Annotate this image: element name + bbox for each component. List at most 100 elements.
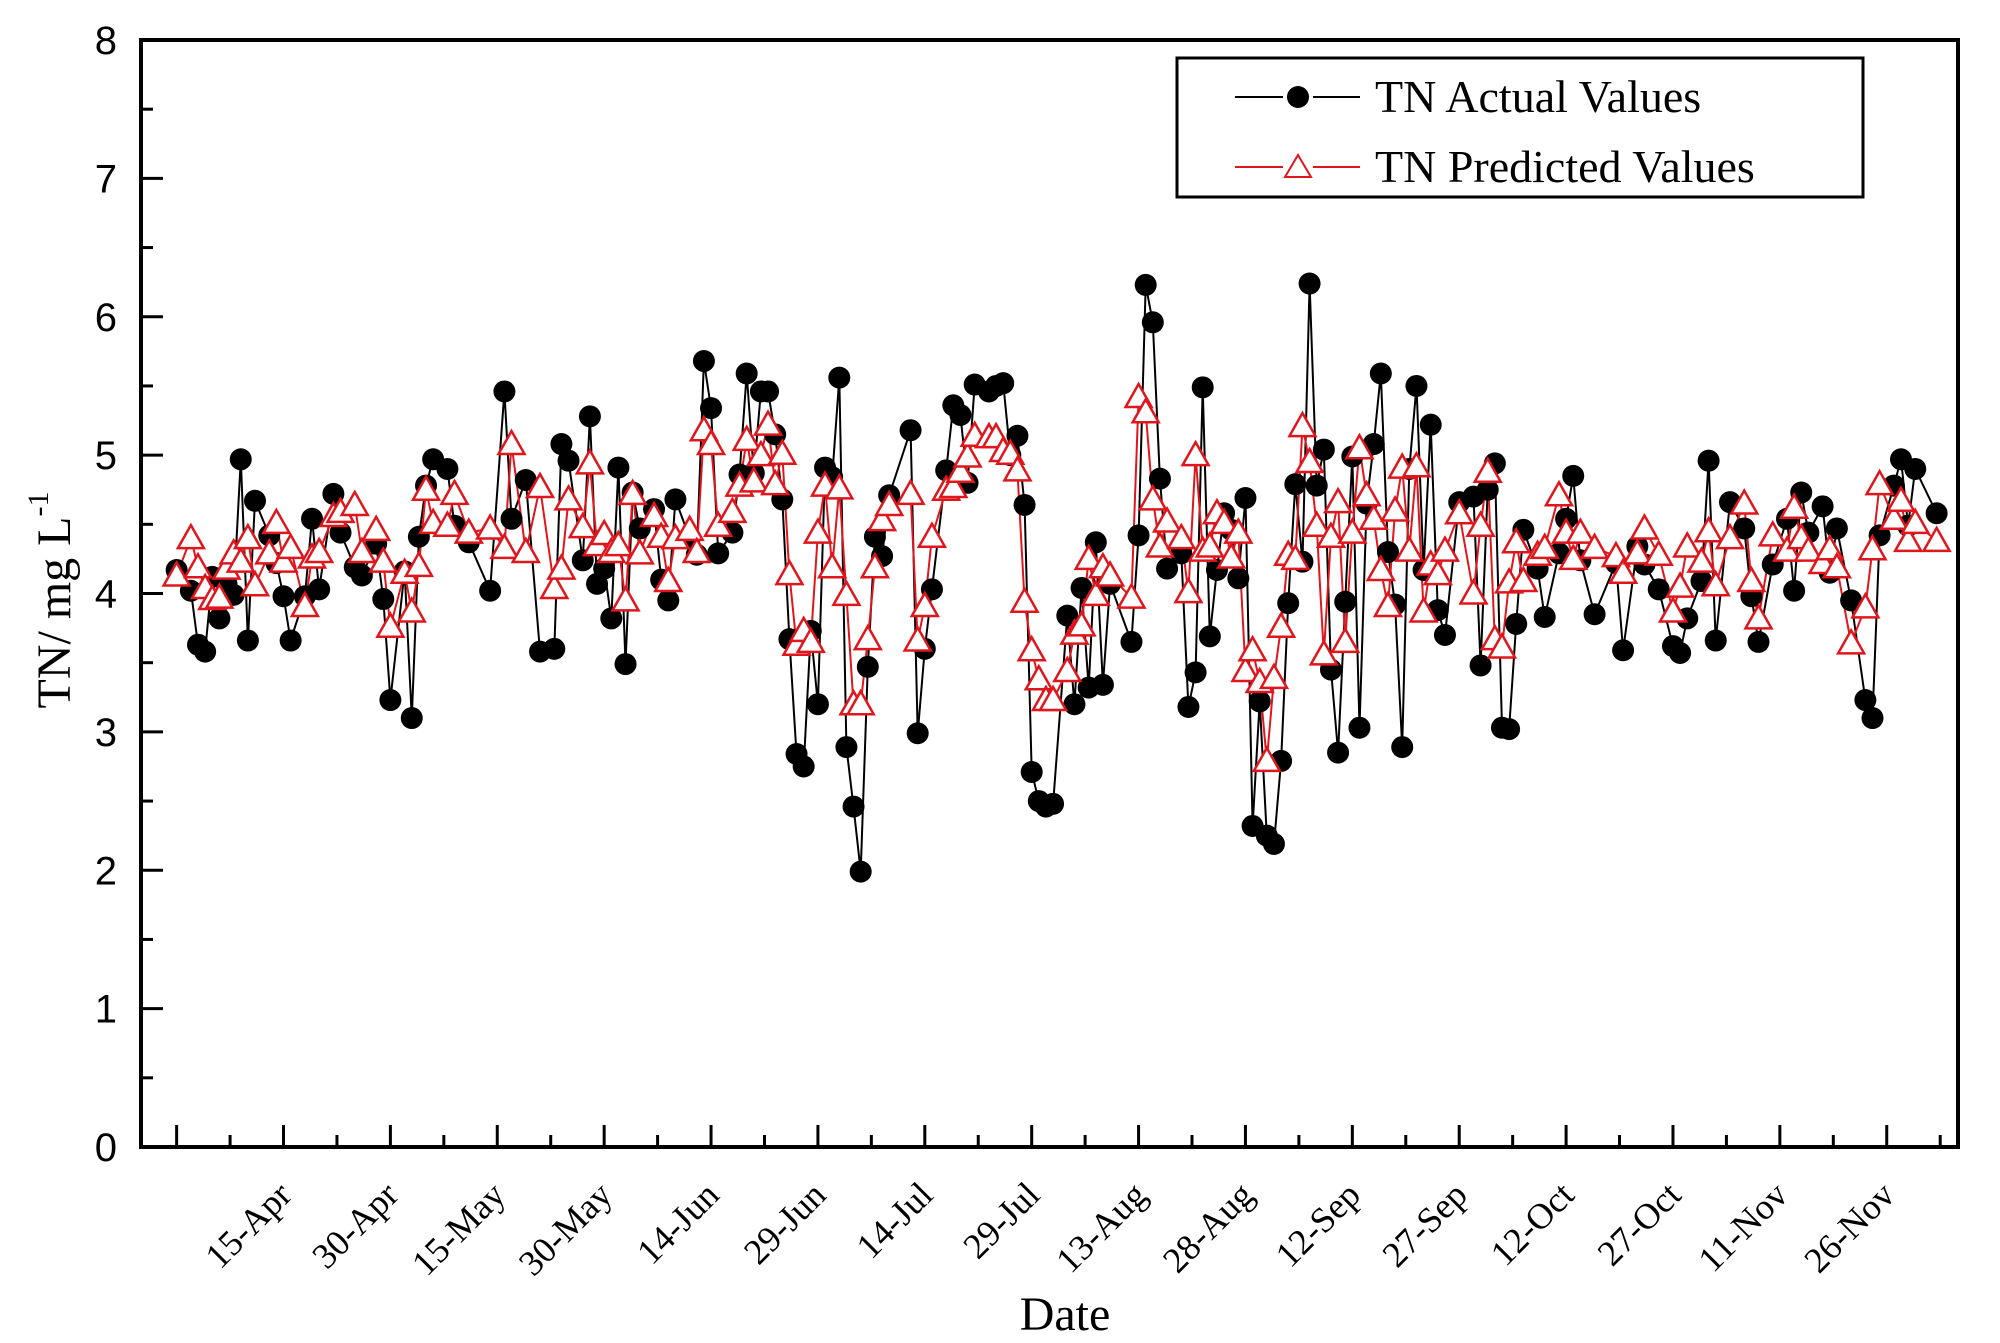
- predicted-point: [1921, 525, 1952, 553]
- predicted-point: [303, 536, 335, 564]
- actual-point: [849, 860, 872, 883]
- predicted-point: [204, 582, 235, 609]
- predicted-point: [1037, 684, 1069, 712]
- predicted-point: [1850, 591, 1881, 619]
- actual-point: [1433, 624, 1456, 647]
- predicted-point: [339, 489, 370, 517]
- y-tick-labels: 0 1 2 3 4 5 6 7 8: [95, 19, 117, 1170]
- predicted-point: [610, 584, 641, 612]
- predicted-point: [239, 569, 271, 597]
- actual-point: [657, 589, 680, 612]
- predicted-point: [1151, 506, 1183, 533]
- predicted-point: [1579, 532, 1610, 560]
- y-axis-title-superscript: -1: [22, 492, 55, 517]
- actual-point: [1583, 603, 1606, 626]
- predicted-point: [1116, 582, 1147, 609]
- predicted-point: [1422, 558, 1453, 586]
- actual-point: [614, 653, 637, 676]
- actual-point: [1141, 311, 1164, 334]
- x-tick-label: 13-Aug: [1048, 1174, 1154, 1280]
- predicted-point: [1023, 663, 1054, 691]
- actual-point: [479, 579, 502, 602]
- legend-box: [1175, 56, 1865, 199]
- actual-point: [1704, 629, 1727, 652]
- predicted-point: [1664, 571, 1696, 598]
- actual-point: [1305, 474, 1328, 497]
- predicted-point: [1878, 503, 1910, 531]
- predicted-point: [1736, 565, 1767, 593]
- x-tick-label: 30-May: [511, 1174, 620, 1283]
- x-tick-label: 11-Nov: [1690, 1174, 1795, 1279]
- predicted-point: [1743, 602, 1774, 630]
- predicted-point: [261, 507, 292, 535]
- legend-item-predicted: TN Predicted Values: [1235, 141, 1755, 192]
- y-tick-label: 1: [95, 988, 117, 1032]
- y-tick-label: 2: [95, 849, 117, 893]
- predicted-point: [1793, 535, 1824, 562]
- predicted-point: [1337, 517, 1368, 544]
- actual-point: [1505, 612, 1528, 635]
- predicted-point: [1216, 541, 1247, 569]
- predicted-point: [1821, 551, 1853, 579]
- actual-point: [1369, 362, 1392, 385]
- actual-point: [1925, 502, 1948, 525]
- predicted-point: [289, 590, 321, 618]
- actual-point: [664, 488, 687, 511]
- actual-point: [1391, 736, 1414, 759]
- predicted-point: [1543, 479, 1575, 507]
- predicted-point: [1622, 537, 1653, 565]
- predicted-point: [546, 553, 577, 580]
- predicted-point: [1408, 595, 1439, 623]
- actual-point: [1469, 654, 1492, 677]
- x-tick-label: 29-Jun: [736, 1174, 834, 1272]
- predicted-point: [774, 558, 805, 586]
- actual-point: [1134, 273, 1157, 296]
- predicted-point: [802, 517, 834, 544]
- actual-point: [493, 380, 516, 403]
- actual-point: [301, 507, 324, 530]
- actual-point: [1498, 718, 1521, 741]
- x-tick-label: 27-Sep: [1374, 1174, 1474, 1274]
- actual-point: [842, 795, 865, 818]
- predicted-point: [1885, 485, 1917, 513]
- x-tick-label: 15-Apr: [197, 1174, 299, 1276]
- actual-point: [899, 419, 922, 442]
- legend-marker-triangle-icon: [1283, 153, 1313, 178]
- predicted-point: [1401, 450, 1432, 478]
- actual-point: [856, 655, 879, 678]
- actual-point: [244, 489, 267, 512]
- predicted-point: [1486, 631, 1518, 659]
- predicted-point: [1465, 510, 1496, 537]
- predicted-point: [1166, 522, 1197, 550]
- predicted-point: [1194, 530, 1225, 558]
- predicted-point: [1287, 410, 1318, 438]
- predicted-point: [745, 439, 777, 467]
- actual-point: [1070, 576, 1093, 599]
- predicted-point: [524, 471, 556, 499]
- predicted-point: [1144, 530, 1176, 558]
- predicted-point: [567, 511, 598, 539]
- predicted-point: [653, 565, 684, 593]
- y-tick-label: 6: [95, 296, 117, 340]
- predicted-point: [1394, 535, 1425, 562]
- predicted-point: [895, 478, 926, 506]
- actual-point: [272, 585, 295, 608]
- x-tick-label: 12-Oct: [1483, 1174, 1582, 1273]
- predicted-point: [225, 546, 256, 573]
- predicted-point: [1757, 519, 1788, 547]
- x-tick-label: 28-Aug: [1155, 1174, 1261, 1280]
- predicted-point: [1009, 586, 1040, 614]
- y-tick-label: 4: [95, 573, 117, 617]
- predicted-point: [553, 483, 584, 511]
- actual-point: [1562, 464, 1585, 487]
- actual-point: [557, 449, 580, 472]
- predicted-point: [1365, 554, 1396, 582]
- actual-point: [1127, 524, 1150, 547]
- actual-point: [1177, 695, 1200, 718]
- predicted-point: [1351, 479, 1382, 507]
- actual-point: [1284, 473, 1307, 496]
- predicted-point: [760, 468, 791, 496]
- predicted-point: [866, 504, 898, 532]
- actual-point: [1042, 792, 1065, 815]
- predicted-point: [1073, 543, 1104, 571]
